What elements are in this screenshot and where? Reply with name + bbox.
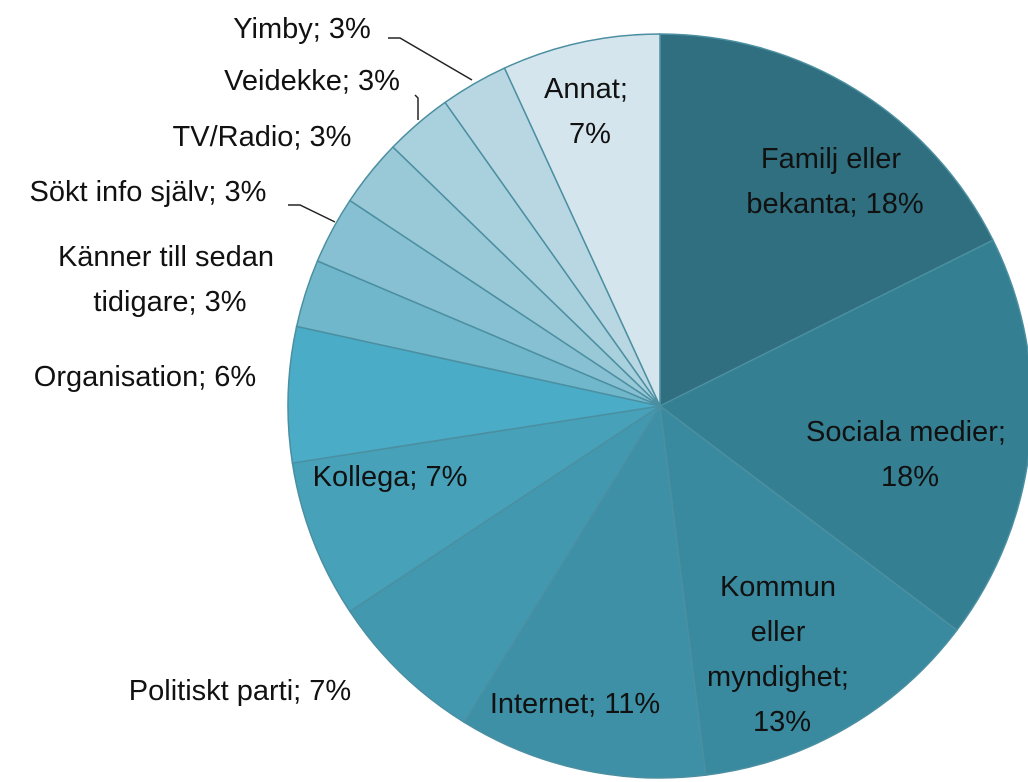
pie-slice bbox=[659, 404, 958, 777]
label-line: Sökt info själv; 3% bbox=[30, 176, 267, 208]
label-line: tidigare; 3% bbox=[93, 286, 246, 318]
label-line: TV/Radio; 3% bbox=[173, 121, 352, 153]
label-line: Kollega; 7% bbox=[313, 461, 468, 493]
leader-line bbox=[388, 37, 473, 81]
data-label: TV/Radio; 3% bbox=[173, 121, 352, 153]
pie-slice bbox=[658, 239, 1028, 632]
leader-line bbox=[288, 204, 336, 223]
data-label: Organisation; 6% bbox=[34, 361, 256, 393]
data-label: Internet; 11% bbox=[490, 688, 660, 720]
pie-slice bbox=[291, 405, 661, 613]
labels: Familj eller bekanta; 18% Sociala medier;… bbox=[30, 13, 1014, 738]
pie-slice bbox=[503, 33, 661, 407]
label-line: Annat; bbox=[544, 73, 636, 105]
label-line: eller bbox=[751, 616, 814, 648]
label-line: Känner till sedan bbox=[58, 241, 282, 273]
label-line: Yimby; 3% bbox=[233, 13, 371, 45]
data-label: Familj eller bekanta; 18% bbox=[746, 143, 923, 220]
label-line: 7% bbox=[569, 118, 611, 150]
label-line: Veidekke; 3% bbox=[224, 65, 400, 97]
data-label: Veidekke; 3% bbox=[224, 65, 400, 97]
pie-slice bbox=[287, 325, 661, 464]
label-line: bekanta; 18% bbox=[746, 188, 923, 220]
data-label: Sökt info själv; 3% bbox=[30, 176, 267, 208]
leader-line bbox=[414, 94, 419, 120]
data-label: Kollega; 7% bbox=[313, 461, 468, 493]
data-label: Politiskt parti; 7% bbox=[129, 675, 351, 707]
data-label: Yimby; 3% bbox=[233, 13, 371, 45]
label-line: Familj eller bbox=[761, 143, 909, 175]
label-line: myndighet; bbox=[707, 661, 857, 693]
data-label: Känner till sedan tidigare; 3% bbox=[58, 241, 282, 318]
label-line: Politiskt parti; 7% bbox=[129, 675, 351, 707]
pie-slice bbox=[463, 403, 707, 779]
pie bbox=[287, 33, 1028, 779]
label-line: Kommun bbox=[720, 571, 844, 603]
label-line: Sociala medier; bbox=[806, 416, 1014, 448]
data-label: Sociala medier; 18% bbox=[806, 416, 1014, 493]
label-line: 13% bbox=[753, 706, 811, 738]
label-line: Internet; 11% bbox=[490, 688, 660, 720]
data-label: Annat; 7% bbox=[544, 73, 636, 150]
label-line: 18% bbox=[881, 461, 939, 493]
label-line: Organisation; 6% bbox=[34, 361, 256, 393]
pie-slice bbox=[348, 405, 661, 724]
data-label: Kommun eller myndighet; 13% bbox=[707, 571, 857, 738]
pie-slice bbox=[659, 33, 995, 408]
